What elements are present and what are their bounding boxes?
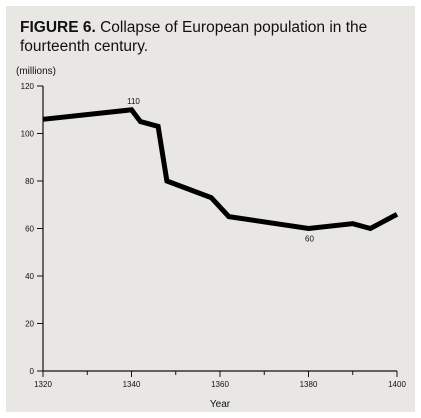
y-tick-label-0: 0: [30, 367, 35, 376]
chart-series: [42, 107, 399, 232]
population-series-line-0: [42, 107, 399, 232]
figure-number: FIGURE 6.: [20, 19, 96, 36]
figure-caption: FIGURE 6. Collapse of European populatio…: [20, 18, 410, 56]
x-tick-label-1400: 1400: [388, 380, 406, 389]
y-tick-label-40: 40: [25, 272, 34, 281]
x-tick-label-1340: 1340: [123, 380, 141, 389]
y-tick-label-100: 100: [21, 130, 35, 139]
chart-annotations: 110 60: [127, 97, 314, 244]
x-tick-label-1320: 1320: [34, 380, 52, 389]
figure-caption-text: Collapse of European population in the f…: [20, 19, 368, 55]
annotation-60: 60: [305, 235, 314, 244]
chart-ticks: 0 20 40 60 80 100 120 1320 1340 1360 1380 1400: [21, 82, 407, 389]
x-tick-label-1380: 1380: [300, 380, 318, 389]
y-axis-label: (millions): [16, 66, 56, 77]
x-tick-label-1360: 1360: [211, 380, 229, 389]
x-axis-label: Year: [210, 399, 231, 410]
chart-axes: [42, 86, 397, 372]
y-tick-label-60: 60: [25, 225, 34, 234]
y-tick-label-20: 20: [25, 320, 34, 329]
chart-axis-labels: (millions) Year: [16, 66, 231, 410]
figure-panel: FIGURE 6. Collapse of European populatio…: [6, 6, 415, 412]
y-tick-label-120: 120: [21, 82, 35, 91]
annotation-110: 110: [127, 97, 140, 106]
y-tick-label-80: 80: [25, 177, 34, 186]
